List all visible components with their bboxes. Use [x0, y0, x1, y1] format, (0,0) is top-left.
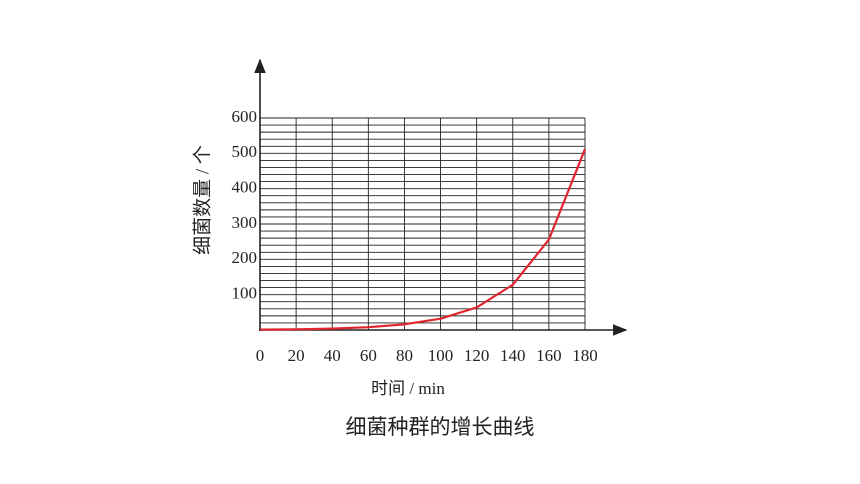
chart-title: 细菌种群的增长曲线 — [346, 415, 535, 439]
x-tick-label: 180 — [572, 346, 598, 365]
x-axis-label: 时间 / min — [371, 379, 445, 398]
x-tick-label: 40 — [324, 346, 341, 365]
x-tick-label: 160 — [536, 346, 562, 365]
y-tick-label: 400 — [232, 178, 258, 197]
y-axis-label: 细菌数量 / 个 — [191, 145, 213, 255]
x-tick-label: 0 — [256, 346, 265, 365]
x-tick-label: 20 — [288, 346, 305, 365]
data-line — [259, 148, 587, 331]
x-tick-label: 80 — [396, 346, 413, 365]
x-tick-label: 100 — [428, 346, 454, 365]
y-tick-label: 500 — [232, 142, 258, 161]
y-tick-label: 200 — [232, 248, 258, 267]
y-tick-label: 600 — [232, 107, 258, 126]
x-tick-label: 140 — [500, 346, 526, 365]
y-tick-label: 300 — [232, 213, 258, 232]
y-tick-label: 100 — [232, 284, 258, 303]
x-tick-label: 120 — [464, 346, 490, 365]
x-tick-label: 60 — [360, 346, 377, 365]
